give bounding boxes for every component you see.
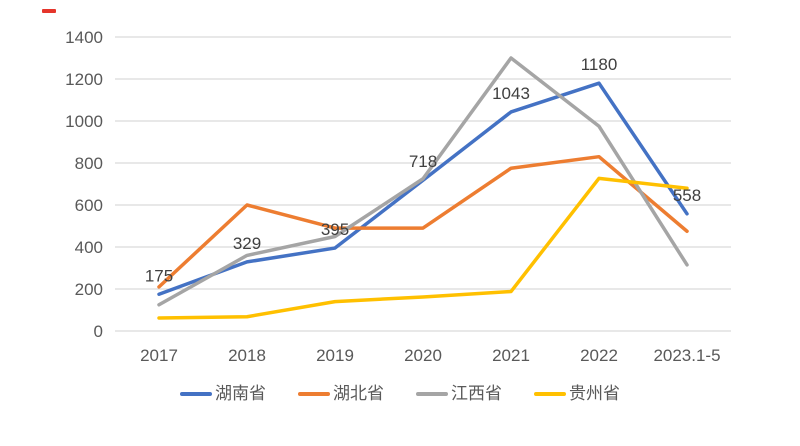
data-label: 395 [321, 220, 349, 239]
y-axis-tick-label: 1200 [65, 70, 103, 89]
x-axis-tick-label: 2022 [580, 346, 618, 365]
data-label: 329 [233, 234, 261, 253]
legend-label: 湖南省 [215, 384, 266, 403]
red-dash-artifact [42, 9, 56, 13]
legend-item-江西省: 江西省 [416, 384, 502, 404]
legend-item-贵州省: 贵州省 [534, 384, 620, 404]
legend-item-湖南省: 湖南省 [180, 384, 266, 404]
x-axis-tick-label: 2021 [492, 346, 530, 365]
legend-swatch [298, 392, 330, 396]
x-axis-tick-label: 2019 [316, 346, 354, 365]
y-axis-tick-label: 800 [75, 154, 103, 173]
series-line-湖南省 [157, 81, 689, 296]
legend-swatch [534, 392, 566, 396]
chart-legend: 湖南省 湖北省 江西省 贵州省 [0, 384, 800, 404]
y-axis-tick-label: 600 [75, 196, 103, 215]
legend-label: 贵州省 [569, 384, 620, 403]
x-axis-tick-label: 2018 [228, 346, 266, 365]
data-label: 175 [145, 266, 173, 285]
legend-label: 湖北省 [333, 384, 384, 403]
y-axis-tick-label: 1000 [65, 112, 103, 131]
legend-label: 江西省 [451, 384, 502, 403]
legend-swatch [180, 392, 212, 396]
y-axis-tick-label: 1400 [65, 28, 103, 47]
y-axis-tick-label: 0 [94, 322, 103, 341]
data-label: 1180 [581, 55, 618, 74]
x-axis-tick-label: 2023.1-5 [653, 346, 720, 365]
y-axis-tick-label: 400 [75, 238, 103, 257]
series-line-贵州省 [157, 176, 689, 320]
data-label: 558 [673, 186, 701, 205]
data-label: 718 [409, 152, 437, 171]
legend-swatch [416, 392, 448, 396]
legend-item-湖北省: 湖北省 [298, 384, 384, 404]
series-line-湖北省 [157, 154, 689, 289]
y-axis-tick-label: 200 [75, 280, 103, 299]
series-line-江西省 [157, 56, 689, 307]
data-label: 1043 [492, 84, 530, 103]
x-axis-tick-label: 2020 [404, 346, 442, 365]
x-axis-tick-label: 2017 [140, 346, 178, 365]
